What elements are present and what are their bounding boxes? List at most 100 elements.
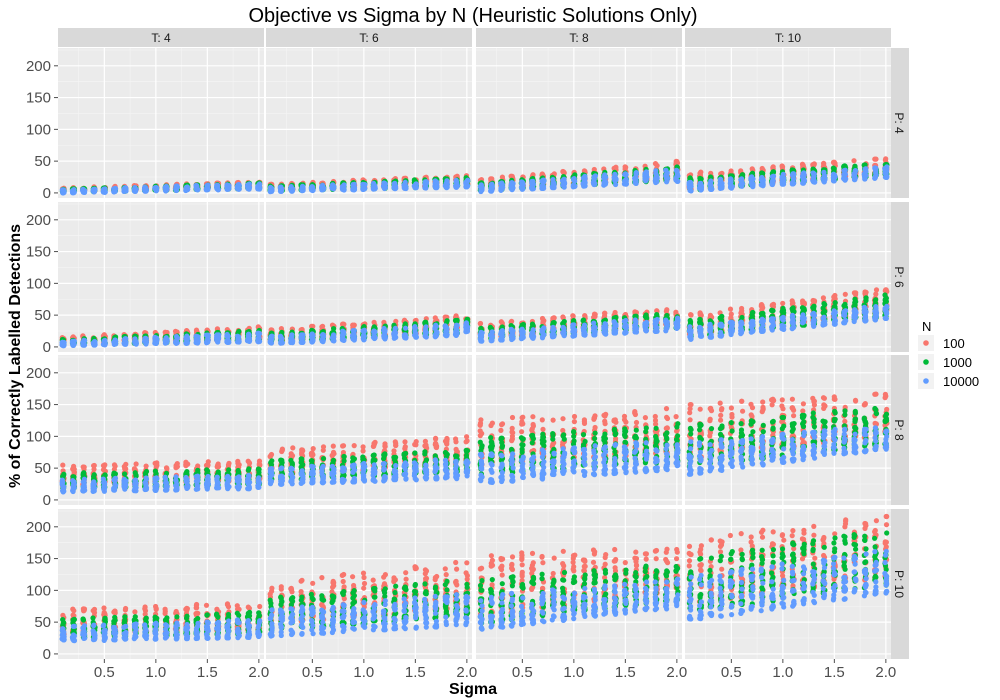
data-point bbox=[402, 184, 408, 190]
facet-panel bbox=[685, 48, 891, 198]
data-point bbox=[350, 182, 357, 188]
facet-panel bbox=[476, 48, 682, 198]
data-point bbox=[821, 161, 827, 167]
data-point bbox=[101, 189, 107, 195]
data-point bbox=[142, 337, 148, 343]
data-point bbox=[760, 177, 766, 183]
facet-strip-row-label: P: 6 bbox=[892, 266, 906, 288]
data-point bbox=[489, 184, 495, 190]
data-point bbox=[687, 180, 694, 186]
data-point bbox=[591, 174, 597, 180]
data-point bbox=[444, 180, 450, 186]
data-point bbox=[739, 176, 745, 182]
data-point bbox=[194, 334, 200, 340]
facet-strip-row bbox=[889, 202, 909, 352]
data-point bbox=[61, 343, 67, 349]
data-point bbox=[718, 178, 724, 184]
data-point bbox=[434, 183, 440, 189]
data-point bbox=[413, 181, 419, 187]
facet-strip-row-label: P: 4 bbox=[892, 112, 906, 134]
data-point bbox=[688, 188, 694, 194]
data-point bbox=[70, 341, 76, 347]
data-point bbox=[613, 181, 619, 188]
data-point bbox=[246, 334, 252, 341]
data-point bbox=[351, 322, 357, 328]
data-point bbox=[883, 174, 889, 180]
facet-strip-col-label: T: 4 bbox=[151, 31, 171, 45]
facet-strip-col-label: T: 6 bbox=[359, 31, 379, 45]
data-point bbox=[102, 337, 108, 343]
data-point bbox=[760, 183, 766, 189]
data-point bbox=[841, 176, 847, 182]
data-point bbox=[842, 167, 848, 173]
data-point bbox=[224, 186, 231, 192]
data-point bbox=[529, 185, 535, 191]
data-point bbox=[185, 186, 191, 192]
data-point bbox=[698, 169, 704, 175]
facet-strip-row bbox=[889, 48, 909, 198]
data-point bbox=[791, 176, 797, 182]
data-point bbox=[173, 339, 179, 345]
data-point bbox=[664, 174, 670, 180]
data-point bbox=[256, 182, 263, 188]
data-point bbox=[529, 179, 536, 185]
data-point bbox=[642, 173, 648, 179]
data-point bbox=[132, 339, 138, 345]
data-point bbox=[183, 336, 190, 342]
data-point bbox=[509, 180, 515, 186]
data-point bbox=[205, 339, 211, 345]
data-point bbox=[478, 182, 484, 188]
data-point bbox=[173, 185, 179, 192]
data-point bbox=[602, 181, 609, 187]
panel-background bbox=[58, 48, 264, 198]
data-point bbox=[601, 173, 607, 180]
data-point bbox=[71, 189, 77, 195]
data-point bbox=[675, 178, 681, 184]
data-point bbox=[852, 176, 858, 183]
data-point bbox=[339, 186, 346, 192]
data-point bbox=[633, 178, 639, 185]
data-point bbox=[748, 175, 754, 181]
data-point bbox=[729, 184, 735, 190]
facet-panel bbox=[266, 202, 472, 352]
facet-strip-col bbox=[476, 28, 682, 47]
data-point bbox=[310, 333, 316, 339]
data-point bbox=[851, 158, 857, 164]
data-point bbox=[299, 186, 305, 192]
data-point bbox=[500, 184, 506, 190]
data-point bbox=[739, 181, 745, 187]
data-point bbox=[674, 168, 680, 174]
data-point bbox=[540, 180, 547, 186]
data-point bbox=[123, 188, 129, 194]
data-point bbox=[195, 187, 201, 193]
data-point bbox=[320, 337, 326, 343]
data-point bbox=[267, 184, 274, 190]
data-point bbox=[790, 181, 796, 187]
data-point bbox=[214, 337, 220, 343]
data-point bbox=[308, 185, 314, 191]
data-point bbox=[622, 171, 629, 177]
data-point bbox=[643, 178, 649, 184]
data-point bbox=[279, 187, 285, 193]
data-point bbox=[331, 332, 337, 338]
data-point bbox=[132, 184, 138, 191]
data-point bbox=[224, 338, 230, 344]
data-point bbox=[519, 181, 525, 187]
chart-title: Objective vs Sigma by N (Heuristic Solut… bbox=[248, 5, 697, 27]
data-point bbox=[444, 185, 450, 191]
data-point bbox=[122, 341, 128, 347]
data-point bbox=[719, 184, 725, 190]
data-point bbox=[330, 185, 336, 191]
data-point bbox=[571, 183, 578, 189]
data-point bbox=[268, 337, 274, 344]
data-point bbox=[769, 174, 776, 180]
facet-panel bbox=[266, 48, 472, 198]
data-point bbox=[572, 178, 578, 184]
data-point bbox=[153, 185, 159, 191]
data-point bbox=[622, 178, 628, 184]
data-point bbox=[371, 319, 377, 325]
facet-panel bbox=[58, 48, 264, 198]
data-point bbox=[255, 330, 261, 336]
facet-panel bbox=[58, 202, 264, 352]
data-point bbox=[540, 185, 546, 191]
